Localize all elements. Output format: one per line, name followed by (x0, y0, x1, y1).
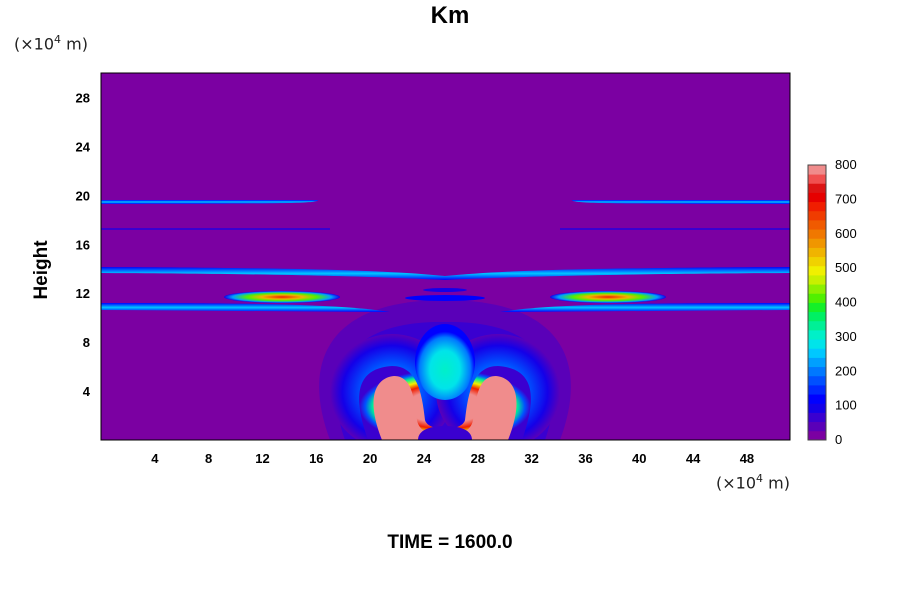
colorbar-segment (808, 421, 826, 432)
x-tick-label: 28 (471, 451, 485, 466)
center-ripple-2 (423, 288, 467, 292)
colorbar-segment (808, 375, 826, 386)
x-tick-label: 4 (151, 451, 159, 466)
x-tick-label: 24 (417, 451, 432, 466)
colorbar-segment (808, 412, 826, 423)
layer-17-right (560, 228, 790, 230)
layer-20-right (572, 200, 790, 204)
colorbar-segment (808, 275, 826, 285)
colorbar-segment (808, 357, 826, 368)
colorbar-tick-label: 800 (835, 157, 857, 172)
colorbar-tick-label: 0 (835, 432, 842, 447)
colorbar-segment (808, 394, 826, 404)
x-tick-label: 8 (205, 451, 212, 466)
colorbar-segment (808, 430, 826, 441)
colorbar-segment (808, 220, 826, 230)
colorbar-segment (808, 302, 826, 313)
colorbar-segment (808, 348, 826, 358)
y-axis-unit: (×104 m) (14, 33, 88, 54)
layer-11-left (101, 303, 390, 312)
colorbar-segment (808, 165, 826, 175)
colorbar-segment (808, 210, 826, 221)
x-tick-label: 12 (255, 451, 269, 466)
colorbar-segment (808, 174, 826, 184)
x-tick-label: 36 (578, 451, 592, 466)
colorbar-segment (808, 403, 826, 413)
layer-20-left (101, 200, 318, 204)
y-tick-label: 16 (76, 237, 90, 252)
colorbar-tick-label: 100 (835, 398, 857, 413)
colorbar-segment (808, 192, 826, 203)
colorbar-segment (808, 330, 826, 340)
x-tick-label: 48 (740, 451, 754, 466)
y-tick-label: 24 (76, 139, 91, 154)
blob-left (224, 291, 340, 303)
chart-title: Km (430, 2, 470, 29)
horseshoe-gap (418, 426, 472, 440)
colorbar-segment (808, 311, 826, 322)
blob-right (550, 291, 666, 303)
colorbar-segment (808, 256, 826, 267)
time-label: TIME = 1600.0 (387, 532, 513, 553)
colorbar-segment (808, 293, 826, 303)
center-ripple (405, 295, 485, 301)
y-tick-label: 4 (83, 384, 91, 399)
colorbar-segment (808, 247, 826, 258)
colorbar-segment (808, 229, 826, 239)
colorbar-segment (808, 265, 826, 276)
colorbar-segment (808, 284, 826, 294)
colorbar-tick-label: 400 (835, 295, 857, 310)
heatmap-field (101, 73, 790, 440)
layer-17-left (101, 228, 330, 230)
layer-11-right (500, 303, 790, 312)
x-tick-label: 44 (686, 451, 701, 466)
colorbar-tick-label: 300 (835, 329, 857, 344)
colorbar-tick-label: 500 (835, 260, 857, 275)
colorbar-segment (808, 385, 826, 395)
x-tick-label: 20 (363, 451, 377, 466)
colorbar-tick-label: 200 (835, 363, 857, 378)
horseshoe-inner (373, 376, 517, 440)
colorbar-segment (808, 238, 826, 248)
colorbar-segment (808, 366, 826, 377)
x-tick-label: 40 (632, 451, 646, 466)
y-tick-label: 20 (76, 188, 90, 203)
layer-13-band (101, 267, 790, 280)
colorbar-segment (808, 339, 826, 349)
y-axis-ticks: 4 8 12 16 20 24 28 (76, 90, 91, 399)
x-axis-ticks: 4 8 12 16 20 24 28 32 36 40 44 48 (151, 451, 754, 466)
colorbar-tick-label: 700 (835, 191, 857, 206)
y-tick-label: 8 (83, 335, 90, 350)
y-tick-label: 28 (76, 90, 90, 105)
colorbar-segment (808, 320, 826, 331)
x-tick-label: 16 (309, 451, 323, 466)
colorbar-frame (807, 164, 827, 441)
x-axis-unit: (×104 m) (716, 472, 790, 493)
colorbar-segment (808, 183, 826, 193)
colorbar-tick-label: 600 (835, 226, 857, 241)
colorbar: 0 100 200 300 400 500 600 700 800 (807, 157, 857, 447)
x-tick-label: 32 (524, 451, 538, 466)
plot-frame (100, 72, 791, 441)
colorbar-segment (808, 201, 826, 212)
y-tick-label: 12 (76, 286, 90, 301)
central-column (415, 324, 475, 400)
